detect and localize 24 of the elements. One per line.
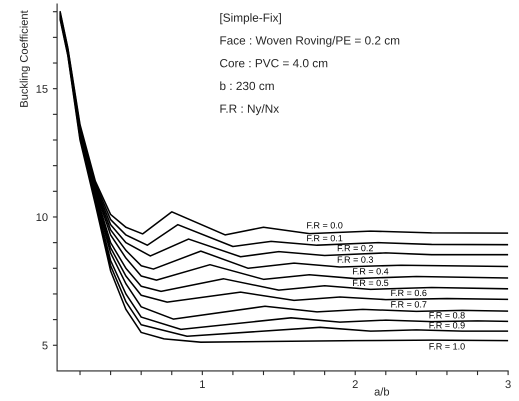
y-axis-title: Buckling Coefficient (20, 10, 30, 107)
series-label: F.R = 0.1 (307, 234, 342, 242)
y-tick-label: 5 (42, 342, 48, 350)
series-label: F.R = 0.0 (307, 222, 342, 229)
x-axis-title: a/b (374, 387, 390, 396)
series-label: F.R = 0.5 (353, 280, 388, 286)
series-label: F.R = 0.2 (338, 244, 373, 252)
annotation: F.R : Ny/Nx (220, 104, 280, 116)
series-label: F.R = 0.4 (353, 268, 388, 274)
series-label: F.R = 0.3 (338, 256, 374, 263)
annotation: b : 230 cm (220, 81, 274, 90)
y-tick-label: 10 (36, 213, 48, 222)
x-tick-label: 2 (352, 380, 358, 388)
annotation: Face : Woven Roving/PE = 0.2 cm (220, 36, 400, 47)
series-label: F.R = 1.0 (430, 343, 465, 350)
y-tick-label: 15 (36, 85, 48, 93)
annotation: Core : PVC = 4.0 cm (220, 58, 328, 68)
x-tick-label: 3 (505, 380, 511, 388)
series-label: F.R = 0.8 (430, 312, 465, 318)
series-label: F.R = 0.9 (430, 322, 465, 328)
series-label: F.R = 0.6 (391, 290, 427, 296)
series-label: F.R = 0.7 (391, 301, 426, 308)
annotation: [Simple-Fix] (220, 13, 281, 24)
x-tick-label: 1 (200, 380, 205, 388)
